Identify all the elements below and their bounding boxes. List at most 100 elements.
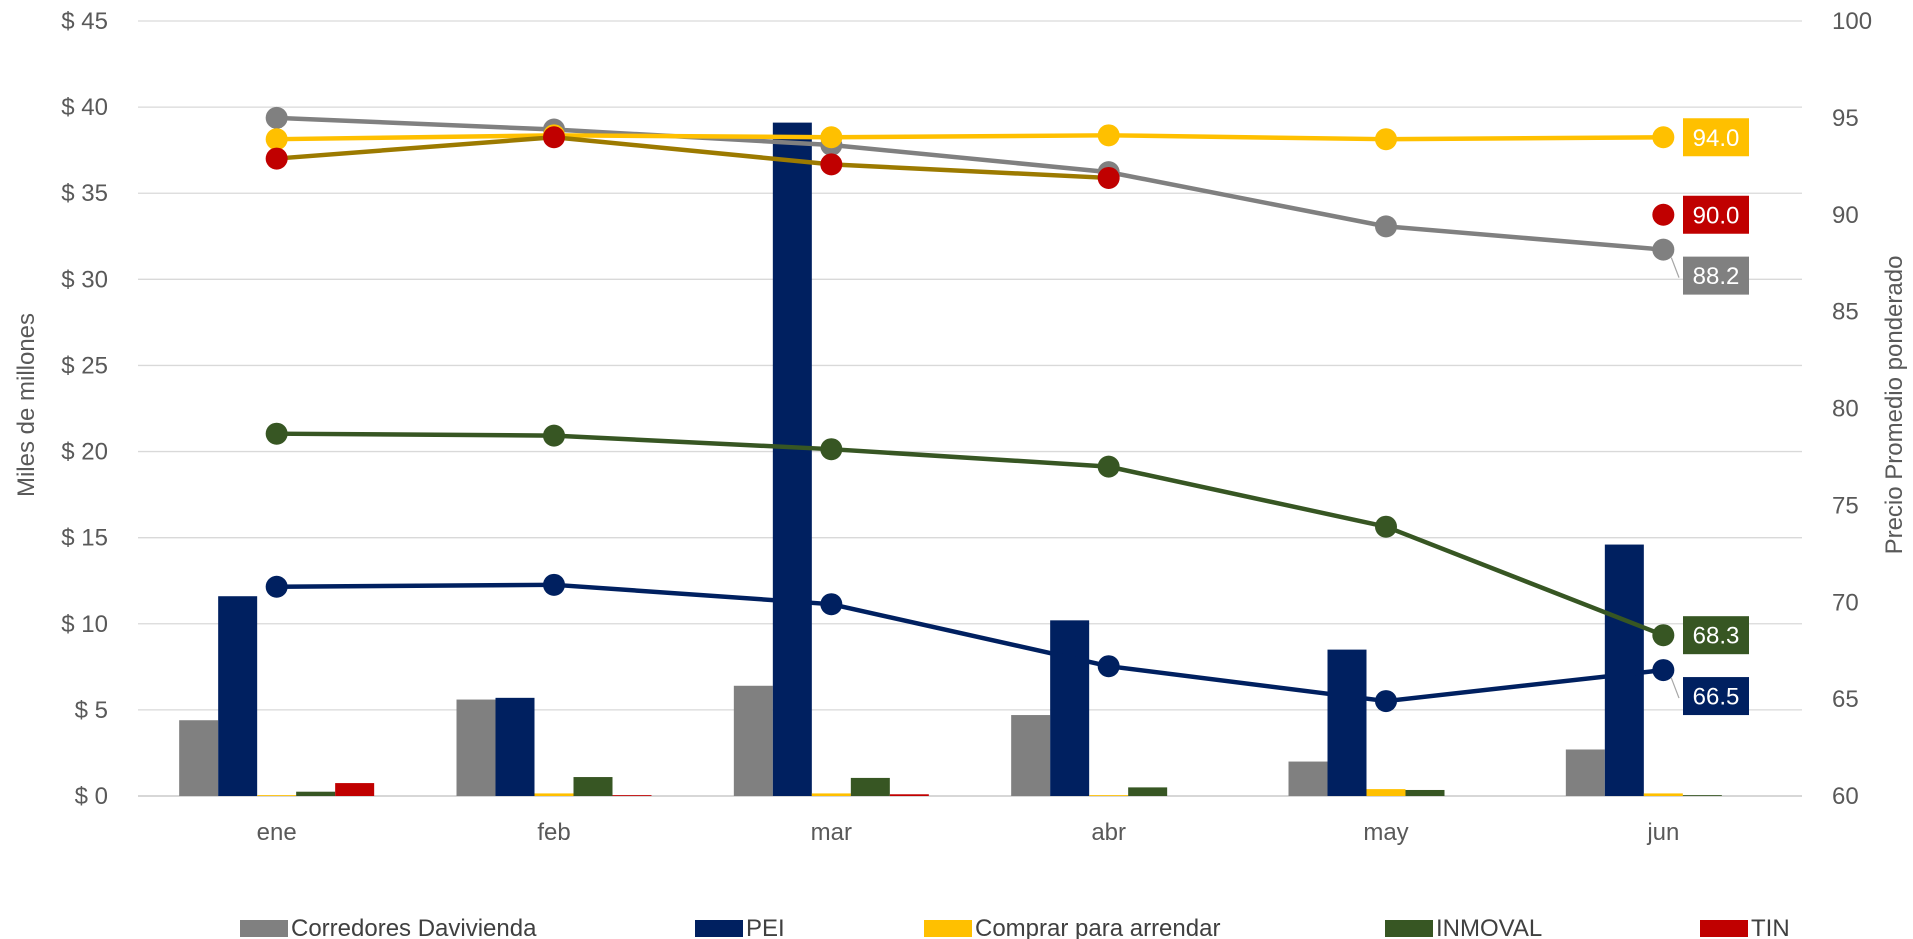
line-point xyxy=(1652,126,1675,149)
bar xyxy=(1405,789,1445,796)
bar xyxy=(850,777,890,796)
bar xyxy=(1128,787,1168,796)
series-line xyxy=(276,431,1665,638)
right-tick-label: 75 xyxy=(1832,492,1859,519)
series-line xyxy=(276,135,1109,181)
left-tick-label: $ 5 xyxy=(75,697,108,724)
bar xyxy=(772,122,812,797)
data-labels: 88.2 66.5 94.0 68.3 90.0 xyxy=(1670,118,1749,716)
line-point xyxy=(1652,624,1675,647)
bar xyxy=(335,783,375,796)
bar xyxy=(1089,795,1129,796)
left-tick-label: $ 10 xyxy=(61,611,108,638)
legend-swatch xyxy=(1385,920,1433,937)
right-tick-label: 100 xyxy=(1832,8,1872,35)
legend-label: TIN xyxy=(1751,915,1790,939)
category-label: abr xyxy=(1091,819,1126,846)
line-point xyxy=(820,593,843,616)
left-tick-label: $ 40 xyxy=(61,94,108,121)
series-line xyxy=(276,133,1664,142)
gridlines xyxy=(138,20,1802,797)
category-label: jun xyxy=(1646,819,1679,846)
bar xyxy=(1604,544,1644,796)
bar xyxy=(1327,649,1367,796)
left-axis-title: Miles de millones xyxy=(13,313,40,497)
category-label: mar xyxy=(811,819,852,846)
line-point xyxy=(265,128,288,151)
line-point xyxy=(1375,128,1397,151)
bar xyxy=(495,697,535,796)
bar xyxy=(1011,715,1051,796)
line-markers xyxy=(265,106,1675,713)
bar xyxy=(733,685,773,796)
bar xyxy=(811,793,851,796)
left-tick-label: $ 15 xyxy=(61,525,108,552)
bar xyxy=(456,699,496,796)
bar xyxy=(296,791,336,796)
bar xyxy=(218,596,258,796)
left-tick-label: $ 30 xyxy=(61,266,108,293)
series-line xyxy=(276,582,1664,704)
legend-label: INMOVAL xyxy=(1436,915,1542,939)
right-tick-label: 85 xyxy=(1832,299,1859,326)
line-point xyxy=(1097,124,1120,147)
line-series xyxy=(276,115,1665,704)
legend-swatch xyxy=(1700,920,1748,937)
series-line xyxy=(276,115,1664,252)
line-point xyxy=(1097,455,1120,478)
line-point xyxy=(1652,238,1675,261)
right-axis-ticks: 60 65 70 75 80 85 90 95 100 xyxy=(1832,8,1872,810)
line-point xyxy=(820,126,843,149)
right-axis-title: Precio Promedio ponderado xyxy=(1881,256,1908,555)
bar xyxy=(889,794,929,796)
right-tick-label: 65 xyxy=(1832,686,1859,713)
data-label: 90.0 xyxy=(1693,202,1740,229)
category-axis-labels: ene feb mar abr may jun xyxy=(257,819,1680,846)
category-label: may xyxy=(1363,819,1408,846)
line-point xyxy=(1375,215,1397,238)
right-tick-label: 80 xyxy=(1832,396,1859,423)
legend-swatch xyxy=(924,920,972,937)
bar-series xyxy=(179,122,1722,797)
category-label: feb xyxy=(537,819,570,846)
bar xyxy=(1682,795,1722,796)
data-label: 88.2 xyxy=(1693,263,1740,290)
data-label-box xyxy=(1683,677,1749,716)
data-label-box xyxy=(1683,256,1749,295)
left-tick-label: $ 20 xyxy=(61,439,108,466)
left-tick-label: $ 0 xyxy=(75,783,108,810)
right-tick-label: 60 xyxy=(1832,783,1859,810)
bar xyxy=(1565,749,1605,796)
line-point xyxy=(1652,659,1675,682)
line-point xyxy=(820,438,843,461)
line-point xyxy=(265,422,288,445)
bar xyxy=(1288,761,1328,796)
legend-swatch xyxy=(695,920,743,937)
bar xyxy=(573,777,613,796)
legend: Corredores Davivienda PEI Comprar para arr… xyxy=(240,915,1790,939)
legend-label: Comprar para arrendar xyxy=(975,915,1220,939)
line-point xyxy=(265,147,288,170)
left-tick-label: $ 45 xyxy=(61,8,108,35)
line-point xyxy=(265,106,288,129)
data-label-box xyxy=(1683,118,1749,157)
line-point xyxy=(543,126,565,149)
line-point xyxy=(1375,515,1397,538)
left-axis-ticks: $ 0 $ 5 $ 10 $ 15 $ 20 $ 25 $ 30 $ 35 $ 40 $ 45 xyxy=(61,8,108,810)
bar xyxy=(612,795,652,796)
line-point xyxy=(820,153,843,176)
data-label: 68.3 xyxy=(1693,623,1740,650)
line-point xyxy=(1097,166,1120,189)
left-tick-label: $ 35 xyxy=(61,180,108,207)
data-label-box xyxy=(1683,616,1749,655)
line-point xyxy=(265,575,288,598)
left-tick-label: $ 25 xyxy=(61,352,108,379)
line-point xyxy=(1652,203,1675,226)
bar xyxy=(257,795,297,796)
line-point xyxy=(543,424,565,447)
line-point xyxy=(543,573,565,596)
line-point xyxy=(1375,690,1397,713)
bar xyxy=(1050,620,1090,796)
legend-label: PEI xyxy=(746,915,785,939)
